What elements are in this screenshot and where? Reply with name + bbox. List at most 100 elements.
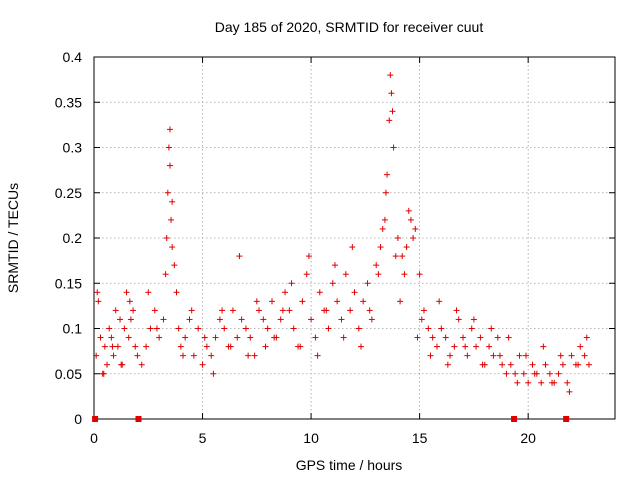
data-point bbox=[290, 325, 297, 332]
data-point bbox=[418, 316, 425, 323]
data-point bbox=[512, 370, 519, 377]
x-tick-label: 5 bbox=[199, 430, 207, 446]
data-point bbox=[134, 352, 141, 359]
data-point bbox=[351, 289, 358, 296]
data-point bbox=[375, 271, 382, 278]
data-point bbox=[297, 343, 304, 350]
data-point bbox=[186, 316, 193, 323]
data-point bbox=[542, 361, 549, 368]
data-point bbox=[132, 343, 139, 350]
y-tick-label: 0.15 bbox=[55, 275, 82, 291]
data-point bbox=[127, 316, 134, 323]
data-point bbox=[325, 325, 332, 332]
data-point bbox=[126, 298, 133, 305]
data-point bbox=[486, 343, 493, 350]
data-point bbox=[221, 325, 228, 332]
data-point bbox=[236, 253, 243, 260]
data-point bbox=[525, 379, 532, 386]
data-point bbox=[540, 343, 547, 350]
data-point bbox=[559, 361, 566, 368]
y-tick-label: 0.4 bbox=[63, 49, 83, 65]
data-point bbox=[453, 307, 460, 314]
data-point bbox=[405, 207, 412, 214]
data-point bbox=[349, 244, 356, 251]
data-point bbox=[303, 271, 310, 278]
data-point bbox=[130, 307, 137, 314]
data-point bbox=[108, 334, 115, 341]
data-point bbox=[388, 90, 395, 97]
y-tick-label: 0.25 bbox=[55, 185, 82, 201]
data-point bbox=[373, 262, 380, 269]
data-point bbox=[414, 334, 421, 341]
data-point bbox=[462, 343, 469, 350]
data-point bbox=[288, 280, 295, 287]
data-point bbox=[286, 307, 293, 314]
y-tick-label: 0.35 bbox=[55, 94, 82, 110]
data-point bbox=[162, 271, 169, 278]
data-point bbox=[490, 352, 497, 359]
data-point bbox=[340, 334, 347, 341]
data-point bbox=[360, 298, 367, 305]
data-point bbox=[433, 343, 440, 350]
data-point bbox=[410, 235, 417, 241]
data-point bbox=[114, 343, 121, 350]
data-point bbox=[156, 334, 163, 341]
data-point bbox=[180, 352, 187, 359]
data-point bbox=[520, 370, 527, 377]
data-point bbox=[109, 343, 116, 350]
data-point bbox=[557, 352, 564, 359]
data-point bbox=[164, 189, 171, 196]
data-point bbox=[112, 307, 119, 314]
data-point bbox=[247, 334, 254, 341]
data-point bbox=[203, 343, 210, 350]
data-point bbox=[390, 144, 397, 151]
zero-marker bbox=[92, 416, 99, 422]
data-point bbox=[392, 253, 399, 260]
data-point bbox=[245, 352, 252, 359]
data-point bbox=[447, 352, 454, 359]
data-point bbox=[407, 216, 414, 223]
data-point bbox=[117, 316, 124, 323]
data-point bbox=[364, 280, 371, 287]
data-point bbox=[264, 325, 271, 332]
data-point bbox=[429, 334, 436, 341]
data-point bbox=[399, 253, 406, 260]
data-point bbox=[177, 343, 184, 350]
data-point bbox=[106, 325, 113, 332]
data-point bbox=[499, 361, 506, 368]
y-tick-label: 0 bbox=[74, 411, 82, 427]
data-point bbox=[451, 343, 458, 350]
data-point bbox=[190, 352, 197, 359]
data-point bbox=[316, 289, 323, 296]
data-point bbox=[549, 379, 556, 386]
x-axis-label: GPS time / hours bbox=[296, 457, 403, 473]
data-point bbox=[168, 216, 175, 223]
y-tick-label: 0.2 bbox=[63, 230, 83, 246]
data-point bbox=[438, 325, 445, 332]
data-point bbox=[121, 325, 128, 332]
data-point bbox=[234, 334, 241, 341]
zero-marker bbox=[135, 416, 142, 422]
y-tick-label: 0.3 bbox=[63, 140, 83, 156]
data-point bbox=[188, 307, 195, 314]
x-tick-label: 20 bbox=[520, 430, 536, 446]
data-point bbox=[195, 325, 202, 332]
data-point bbox=[201, 334, 208, 341]
y-tick-label: 0.05 bbox=[55, 366, 82, 382]
data-point bbox=[153, 325, 160, 332]
data-point bbox=[455, 316, 462, 323]
data-point bbox=[314, 352, 321, 359]
data-point bbox=[460, 334, 467, 341]
data-point bbox=[382, 189, 389, 196]
data-point bbox=[477, 334, 484, 341]
data-point bbox=[505, 334, 512, 341]
data-point bbox=[138, 361, 145, 368]
data-point bbox=[93, 352, 100, 359]
data-point bbox=[212, 334, 219, 341]
data-point bbox=[208, 352, 215, 359]
data-point bbox=[585, 361, 592, 368]
data-point bbox=[555, 370, 562, 377]
zero-marker bbox=[563, 416, 570, 422]
axis-ticks: 0 5 10 15 20 0 0.05 0.1 0.15 0.2 0.25 0.3 0.35 0.4 bbox=[55, 49, 615, 446]
